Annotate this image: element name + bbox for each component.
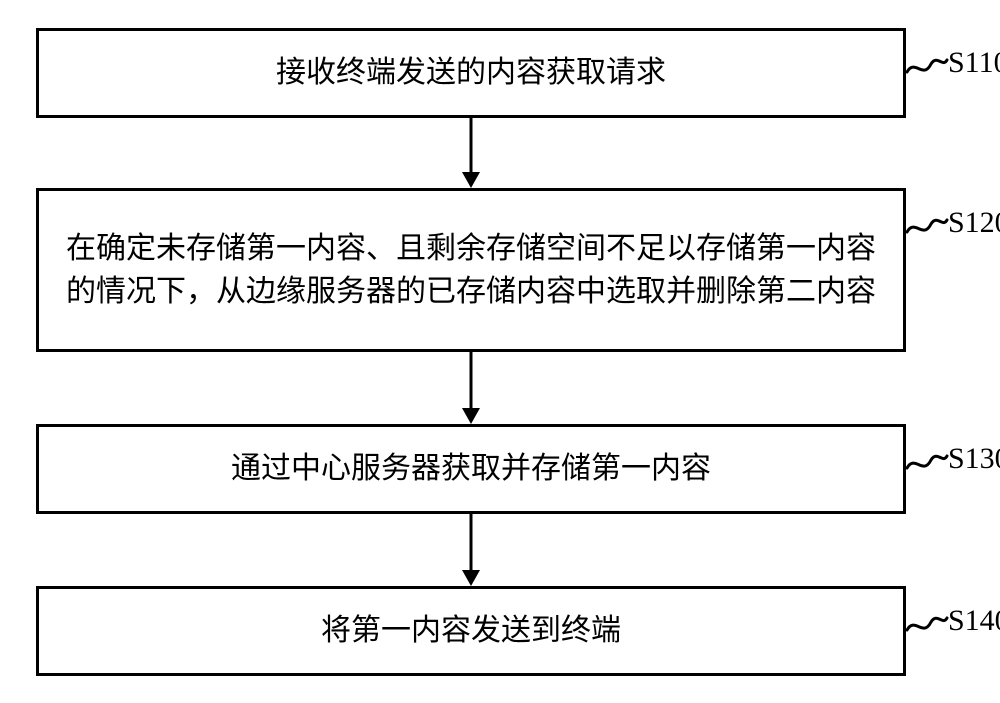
flow-node-s130: 通过中心服务器获取并存储第一内容 bbox=[36, 424, 906, 514]
leader-squiggle-s140 bbox=[905, 612, 949, 634]
flow-node-s110-text: 接收终端发送的内容获取请求 bbox=[63, 51, 879, 95]
flow-label-s130: S130 bbox=[948, 442, 1000, 476]
flow-label-s120: S120 bbox=[948, 206, 1000, 240]
flow-arrow-1 bbox=[471, 118, 472, 188]
flow-node-s140-text: 将第一内容发送到终端 bbox=[63, 609, 879, 653]
flow-node-s120-text: 在确定未存储第一内容、且剩余存储空间不足以存储第一内容的情况下，从边缘服务器的已… bbox=[63, 227, 879, 314]
flow-arrow-3 bbox=[471, 514, 472, 586]
leader-squiggle-s120 bbox=[905, 214, 949, 236]
flow-label-s110: S110 bbox=[948, 46, 1000, 80]
flowchart-canvas: 接收终端发送的内容获取请求 S110 在确定未存储第一内容、且剩余存储空间不足以… bbox=[0, 0, 1000, 703]
flow-node-s130-text: 通过中心服务器获取并存储第一内容 bbox=[63, 447, 879, 491]
leader-squiggle-s110 bbox=[905, 54, 949, 76]
flow-node-s110: 接收终端发送的内容获取请求 bbox=[36, 28, 906, 118]
flow-node-s140: 将第一内容发送到终端 bbox=[36, 586, 906, 676]
flow-arrow-2 bbox=[471, 352, 472, 424]
flow-node-s120: 在确定未存储第一内容、且剩余存储空间不足以存储第一内容的情况下，从边缘服务器的已… bbox=[36, 188, 906, 352]
flow-label-s140: S140 bbox=[948, 604, 1000, 638]
leader-squiggle-s130 bbox=[905, 450, 949, 472]
